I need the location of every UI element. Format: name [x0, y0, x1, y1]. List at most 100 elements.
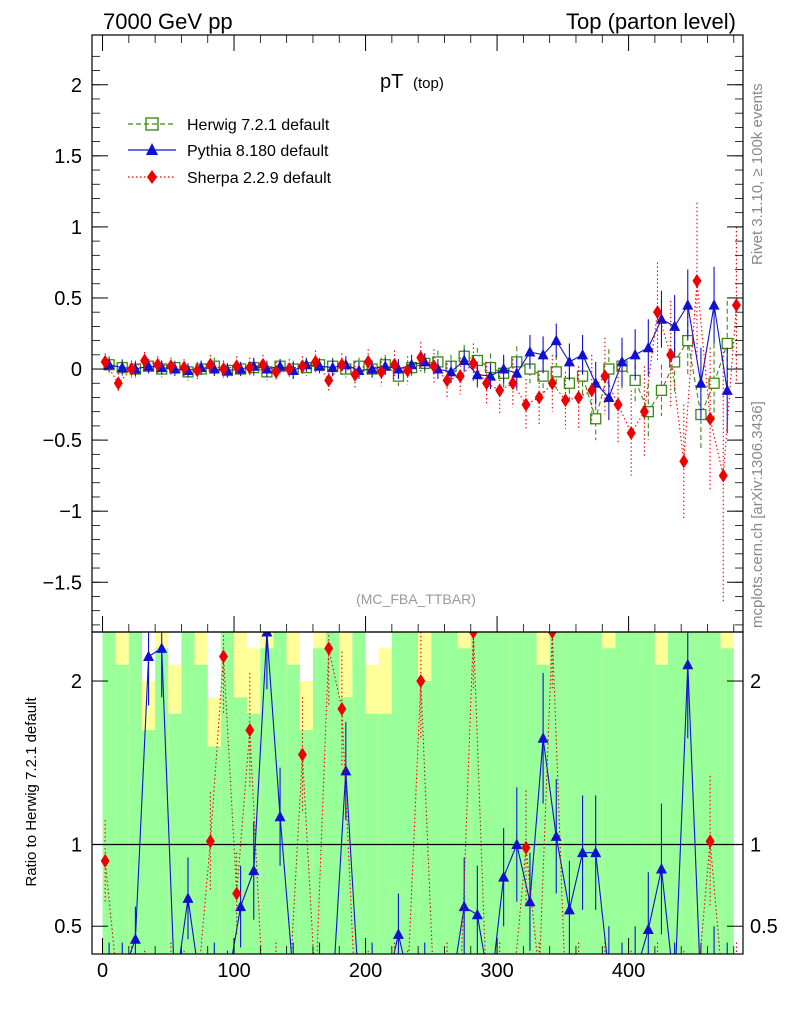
marker-sherpa — [679, 976, 688, 990]
main-ytick-label: 0 — [71, 359, 82, 381]
marker-herwig — [550, 366, 562, 378]
marker-pythia — [129, 933, 141, 944]
marker-pythia — [721, 384, 733, 395]
marker-sherpa — [692, 273, 702, 288]
marker-sherpa — [521, 397, 531, 412]
marker-sherpa — [284, 362, 294, 377]
marker-sherpa — [403, 976, 412, 990]
marker-sherpa — [389, 357, 399, 372]
marker-pythia — [511, 838, 523, 849]
band-green — [483, 632, 498, 954]
side-label-mcplots: mcplots.cern.ch [arXiv:1306.3436] — [749, 401, 766, 628]
band-green — [444, 632, 458, 954]
band-green — [286, 664, 300, 954]
marker-sherpa — [456, 985, 465, 999]
marker-pythia — [446, 986, 457, 997]
marker-sherpa — [403, 363, 413, 378]
marker-pythia — [603, 391, 615, 402]
marker-sherpa — [718, 468, 728, 483]
marker-pythia — [471, 908, 483, 920]
marker-pythia — [117, 969, 128, 980]
band-green — [628, 632, 642, 954]
band-green — [299, 730, 313, 954]
xtick-label: 200 — [349, 960, 382, 982]
marker-pythia — [340, 764, 352, 776]
marker-pythia — [392, 928, 404, 939]
marker-pythia — [682, 299, 694, 310]
marker-pythia — [524, 345, 536, 357]
marker-sherpa — [587, 383, 597, 398]
marker-pythia — [550, 830, 562, 841]
marker-sherpa — [297, 747, 307, 762]
marker-pythia — [695, 377, 707, 388]
band-green — [339, 697, 353, 954]
xtick-label: 100 — [217, 960, 250, 982]
legend: Herwig 7.2.1 default Pythia 8.180 defaul… — [128, 117, 332, 187]
legend-label-herwig: Herwig 7.2.1 default — [187, 117, 330, 134]
marker-sherpa — [600, 369, 610, 384]
marker-sherpa — [271, 364, 281, 379]
main-ytick-label: −0.5 — [43, 430, 82, 452]
marker-pythia — [301, 986, 312, 997]
marker-sherpa — [521, 840, 531, 855]
marker-sherpa — [653, 968, 662, 982]
marker-sherpa — [508, 985, 517, 999]
marker-sherpa — [574, 968, 583, 982]
marker-pythia — [156, 642, 168, 653]
marker-pythia — [655, 863, 667, 874]
marker-pythia — [616, 355, 628, 367]
band-green — [536, 664, 550, 954]
marker-sherpa — [337, 357, 347, 372]
legend-label-sherpa: Sherpa 2.2.9 default — [187, 170, 332, 187]
marker-sherpa — [179, 360, 189, 375]
band-green — [470, 632, 484, 954]
band-green — [694, 632, 708, 954]
marker-pythia — [577, 348, 589, 360]
marker-sherpa — [245, 723, 255, 738]
band-green — [128, 632, 142, 954]
marker-sherpa — [719, 985, 728, 999]
marker-sherpa — [363, 354, 373, 369]
marker-sherpa — [587, 985, 596, 999]
marker-sherpa — [468, 356, 478, 371]
band-green — [457, 648, 471, 954]
band-green — [668, 632, 682, 954]
marker-sherpa — [560, 393, 570, 408]
marker-pythia — [458, 900, 470, 912]
marker-sherpa — [285, 985, 294, 999]
marker-pythia — [288, 969, 299, 980]
marker-pythia — [722, 986, 733, 997]
marker-pythia — [629, 348, 641, 360]
marker-sherpa — [416, 674, 426, 689]
marker-sherpa — [324, 373, 334, 388]
marker-pythia — [419, 969, 430, 980]
marker-pythia — [366, 363, 378, 374]
marker-sherpa — [547, 376, 557, 391]
main-ytick-label: −1.5 — [43, 572, 82, 594]
band-green — [615, 632, 629, 954]
side-label-rivet: Rivet 3.1.10, ≥ 100k events — [749, 83, 766, 265]
marker-pythia — [642, 923, 654, 934]
marker-sherpa — [574, 390, 584, 405]
header-left: 7000 GeV pp — [103, 9, 233, 34]
marker-sherpa — [126, 362, 136, 377]
xtick-label: 400 — [612, 960, 645, 982]
marker-sherpa — [350, 367, 360, 382]
band-green — [681, 632, 695, 954]
marker-herwig — [721, 337, 733, 350]
main-ytick-label: 1.5 — [54, 146, 82, 168]
band-green — [405, 632, 419, 954]
band-green — [194, 664, 208, 954]
band-green — [562, 632, 576, 954]
marker-herwig — [655, 384, 668, 397]
marker-pythia — [196, 986, 207, 997]
band-green — [365, 713, 379, 954]
axes-layer: −1.5 −1 −0.5 0 0.5 1 1.5 2 0.5 0.5 1 1 2 2 0 100 200 300 4… — [43, 35, 778, 982]
legend-entry-pythia: Pythia 8.180 default — [128, 143, 329, 160]
marker-pythia — [550, 334, 562, 346]
marker-sherpa — [495, 383, 505, 398]
ratio-ytick-label-right: 2 — [750, 671, 761, 693]
marker-sherpa — [429, 359, 439, 374]
marker-pythia — [116, 361, 128, 373]
band-green — [602, 648, 616, 954]
